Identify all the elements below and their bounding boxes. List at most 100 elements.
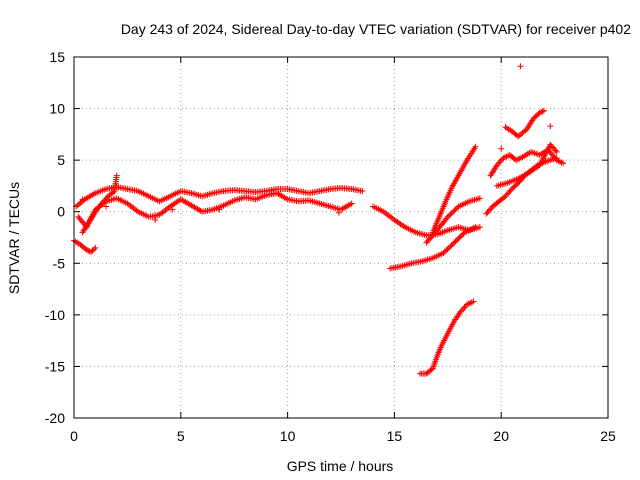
data-point	[461, 304, 468, 311]
data-point	[483, 210, 490, 217]
x-tick-label: 0	[70, 428, 78, 444]
data-point	[440, 249, 447, 256]
x-tick-label: 15	[387, 428, 403, 444]
series-early-rise	[79, 172, 120, 236]
data-point	[485, 207, 492, 214]
data-point	[92, 244, 99, 251]
data-point	[451, 207, 458, 214]
data-point	[459, 231, 466, 238]
data-point	[493, 162, 500, 169]
data-point	[456, 234, 463, 241]
data-point	[452, 206, 459, 213]
y-tick-label: -20	[45, 410, 65, 426]
ticks-layer: 0 5 10 15 20 25 -20 -15 -10 -5 0 5 10 15	[45, 49, 616, 444]
data-point	[498, 145, 505, 152]
data-point	[216, 206, 223, 213]
data-point	[457, 308, 464, 315]
series-afternoon-lower	[387, 224, 479, 272]
x-tick-label: 10	[280, 428, 296, 444]
data-point	[444, 246, 451, 253]
grid-layer	[74, 57, 608, 418]
data-point	[472, 224, 479, 231]
data-point	[443, 215, 450, 222]
data-point	[169, 206, 176, 213]
data-point	[447, 243, 454, 250]
data-point	[460, 305, 467, 312]
data-point	[517, 63, 524, 70]
data-point	[458, 307, 465, 314]
data-point	[487, 206, 494, 213]
data-point	[152, 216, 159, 223]
data-point	[90, 246, 97, 253]
data-point	[113, 172, 120, 179]
data-point	[101, 197, 108, 204]
data-point	[444, 213, 451, 220]
data-point	[447, 211, 454, 218]
y-tick-label: -10	[45, 307, 65, 323]
data-point	[103, 203, 110, 210]
y-tick-label: 0	[57, 204, 65, 220]
y-tick-label: 5	[57, 152, 65, 168]
data-point	[348, 200, 355, 207]
data-point	[540, 107, 547, 114]
data-point	[454, 204, 461, 211]
data-point	[449, 240, 456, 247]
data-point	[548, 143, 555, 150]
series-steep-rise-a	[423, 195, 483, 246]
data-point	[450, 208, 457, 215]
data-point	[460, 230, 467, 237]
data-point	[445, 244, 452, 251]
data-point	[495, 160, 502, 167]
x-tick-label: 20	[493, 428, 509, 444]
data-point	[88, 248, 95, 255]
series-deep-dip	[417, 298, 477, 377]
data-point	[497, 157, 504, 164]
data-point	[100, 199, 107, 206]
data-point	[359, 188, 366, 195]
data-point	[79, 196, 86, 203]
series-early-dip	[71, 237, 99, 255]
data-point	[552, 147, 559, 154]
data-point	[455, 235, 462, 242]
data-point	[446, 212, 453, 219]
data-point	[457, 233, 464, 240]
series-steep-rise-b	[429, 143, 479, 236]
data-point	[507, 187, 514, 194]
data-point	[549, 144, 556, 151]
data-point	[536, 109, 543, 116]
data-point	[506, 188, 513, 195]
data-point	[451, 239, 458, 246]
x-axis-title: GPS time / hours	[287, 458, 394, 474]
series-outliers	[79, 63, 554, 223]
series-late-rise	[493, 141, 560, 189]
points-layer	[71, 63, 567, 377]
data-point	[503, 191, 510, 198]
data-point	[547, 123, 554, 130]
data-point	[502, 193, 509, 200]
data-point	[102, 196, 109, 203]
data-point	[448, 242, 455, 249]
chart-title: Day 243 of 2024, Sidereal Day-to-day VTE…	[121, 21, 631, 37]
data-point	[452, 238, 459, 245]
data-point	[441, 248, 448, 255]
plot-frame	[73, 56, 609, 419]
data-point	[476, 195, 483, 202]
data-point	[470, 298, 477, 305]
series-baseline-main	[73, 183, 366, 210]
data-point	[484, 209, 491, 216]
y-tick-label: 15	[49, 49, 65, 65]
y-tick-label: 10	[49, 101, 65, 117]
data-point	[443, 247, 450, 254]
data-point	[89, 247, 96, 254]
data-point	[551, 146, 558, 153]
data-point	[83, 246, 90, 253]
x-tick-label: 25	[600, 428, 616, 444]
data-point	[472, 143, 479, 150]
y-axis-title: SDTVAR / TECUs	[6, 182, 22, 294]
data-point	[496, 159, 503, 166]
data-point	[98, 200, 105, 207]
series-late-upper	[502, 107, 547, 140]
data-point	[547, 141, 554, 148]
